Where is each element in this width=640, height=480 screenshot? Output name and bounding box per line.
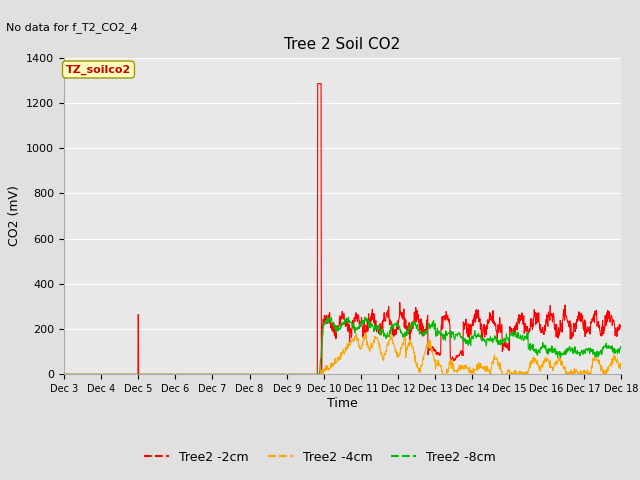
Text: TZ_soilco2: TZ_soilco2	[66, 64, 131, 75]
Text: No data for f_T2_CO2_4: No data for f_T2_CO2_4	[6, 22, 138, 33]
Y-axis label: CO2 (mV): CO2 (mV)	[8, 186, 20, 246]
X-axis label: Time: Time	[327, 397, 358, 410]
Legend: Tree2 -2cm, Tree2 -4cm, Tree2 -8cm: Tree2 -2cm, Tree2 -4cm, Tree2 -8cm	[140, 446, 500, 469]
Title: Tree 2 Soil CO2: Tree 2 Soil CO2	[284, 37, 401, 52]
